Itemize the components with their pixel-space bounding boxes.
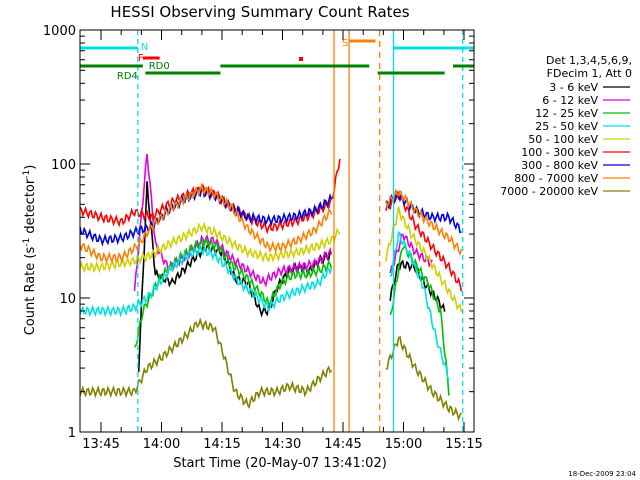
series-line	[79, 186, 333, 247]
overlay-layer: NF RD0 RD4 S	[80, 30, 474, 432]
x-tick-label: 13:45	[82, 437, 119, 452]
x-tick-label: 15:00	[385, 437, 422, 452]
series-line	[133, 153, 333, 291]
legend-entry-label: 12 - 25 keV	[535, 107, 598, 120]
y-label-mid: detector	[23, 178, 38, 238]
series-line	[385, 191, 462, 234]
legend-header: FDecim 1, Att 0	[547, 67, 632, 80]
annotation-label: RD0	[149, 61, 170, 72]
series-layer	[79, 153, 463, 422]
series-line	[79, 221, 341, 274]
legend: Det 1,3,4,5,6,9,FDecim 1, Att 03 - 6 keV…	[500, 54, 632, 198]
legend-entry-label: 300 - 800 keV	[521, 159, 598, 172]
y-tick-label: 10	[59, 292, 76, 307]
axes-layer: 1 10 100 1000 13:45 14:00 14:15 14:30 14:45 15:00…	[43, 24, 483, 452]
series-line	[79, 182, 333, 265]
x-tick-label: 14:15	[203, 437, 240, 452]
series-line	[385, 188, 463, 257]
y-tick-label: 1000	[43, 24, 76, 39]
annotation-label: RD4	[117, 71, 138, 82]
plot-frame	[79, 29, 475, 433]
legend-entry-label: 50 - 100 keV	[528, 133, 598, 146]
legend-header: Det 1,3,4,5,6,9,	[546, 54, 632, 67]
y-label-end: )	[23, 165, 38, 170]
series-line	[389, 230, 450, 382]
chart-title: HESSI Observing Summary Count Rates	[110, 3, 409, 21]
y-axis-label: Count Rate (s-1 detector-1)	[22, 165, 38, 336]
series-line	[79, 158, 341, 235]
annotation-label: F	[138, 53, 144, 64]
y-tick-label: 100	[51, 158, 76, 173]
y-label-sup1: -1	[22, 238, 32, 247]
legend-entry-label: 100 - 300 keV	[521, 146, 598, 159]
series-line	[385, 335, 463, 422]
series-line	[385, 206, 463, 313]
y-label-main: Count Rate (s	[23, 247, 38, 336]
legend-entry-label: 800 - 7000 keV	[514, 172, 598, 185]
timestamp: 18-Dec-2009 23:04	[568, 470, 636, 478]
series-line	[79, 317, 333, 410]
legend-entry-label: 7000 - 20000 keV	[500, 185, 598, 198]
x-axis-label: Start Time (20-May-07 13:41:02)	[173, 456, 387, 471]
y-label-sup2: -1	[22, 170, 32, 179]
series-line	[389, 233, 433, 274]
x-tick-label: 14:45	[324, 437, 361, 452]
x-tick-label: 14:00	[143, 437, 180, 452]
annotation-label: S	[342, 38, 348, 49]
legend-entry-label: 3 - 6 keV	[549, 81, 598, 94]
x-tick-label: 15:15	[445, 437, 482, 452]
legend-entry-label: 6 - 12 keV	[542, 94, 598, 107]
legend-entry-label: 25 - 50 keV	[535, 120, 598, 133]
series-line	[79, 243, 333, 318]
y-tick-label: 1	[68, 426, 76, 441]
x-tick-label: 14:30	[264, 437, 301, 452]
series-line	[385, 190, 463, 292]
series-line	[389, 242, 450, 396]
flare-marker	[299, 57, 303, 61]
annotation-label: N	[141, 42, 148, 53]
